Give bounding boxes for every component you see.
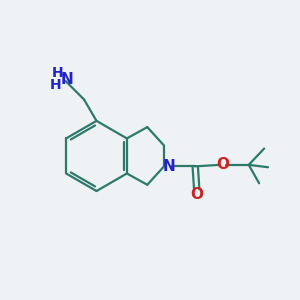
Text: H: H bbox=[52, 66, 63, 80]
Text: O: O bbox=[216, 158, 229, 172]
Text: O: O bbox=[190, 188, 203, 202]
Text: N: N bbox=[163, 159, 176, 174]
Text: H: H bbox=[50, 78, 61, 92]
Text: N: N bbox=[61, 72, 74, 87]
